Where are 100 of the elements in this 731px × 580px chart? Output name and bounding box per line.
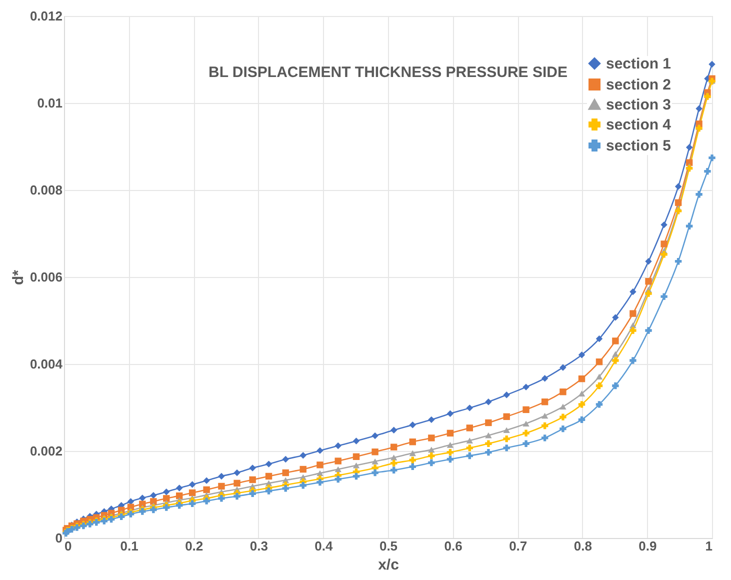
point: [300, 466, 306, 473]
point: [578, 390, 586, 396]
point: [446, 410, 454, 417]
point: [503, 413, 510, 420]
point: [300, 452, 306, 459]
point: [704, 168, 711, 175]
point: [249, 490, 256, 497]
point: [352, 438, 360, 444]
point: [203, 486, 210, 494]
point: [409, 438, 416, 446]
point: [578, 401, 586, 408]
x-tick-label: 0.2: [185, 538, 204, 554]
point: [466, 444, 473, 452]
point: [645, 278, 652, 285]
point: [428, 452, 435, 460]
point: [150, 492, 157, 499]
point: [466, 438, 473, 444]
point: [163, 488, 170, 496]
point: [150, 498, 157, 505]
point: [334, 458, 342, 464]
point: [218, 495, 225, 502]
legend-label: section 5: [606, 138, 672, 154]
x-tick-label: 0.1: [120, 538, 138, 554]
point: [596, 401, 603, 408]
point: [188, 500, 196, 507]
y-tick-label: 0.01: [37, 96, 62, 110]
point: [139, 500, 146, 508]
point: [218, 482, 225, 490]
point: [645, 258, 652, 265]
y-axis-title: d*: [10, 270, 27, 285]
point: [645, 327, 652, 334]
point: [578, 416, 586, 424]
x-tick-label: 0.4: [314, 538, 334, 554]
point: [578, 375, 586, 382]
point: [372, 448, 378, 456]
point: [674, 183, 682, 190]
point: [503, 427, 510, 434]
point: [428, 459, 435, 466]
point: [660, 240, 668, 248]
point: [390, 466, 398, 474]
point: [372, 458, 378, 464]
point: [466, 404, 473, 412]
point: [352, 462, 360, 468]
point: [139, 494, 146, 502]
point: [560, 364, 566, 371]
point: [630, 327, 636, 334]
point: [522, 384, 530, 390]
point: [176, 492, 183, 500]
legend-label: section 2: [606, 76, 672, 94]
point: [674, 199, 682, 206]
point: [265, 488, 272, 494]
point: [522, 420, 530, 426]
point: [612, 351, 619, 357]
point: [645, 290, 652, 297]
point: [188, 481, 196, 488]
point: [390, 444, 398, 450]
point: [409, 422, 416, 428]
point: [300, 482, 306, 489]
point: [390, 454, 398, 460]
point: [176, 484, 183, 492]
x-tick-label: 0: [64, 538, 72, 554]
point: [522, 406, 530, 414]
y-tick-label: 0.006: [30, 270, 62, 284]
point: [612, 382, 619, 390]
x-tick-label: 0.5: [379, 538, 398, 554]
point: [503, 435, 510, 442]
legend-label: section 3: [606, 96, 672, 114]
point: [596, 374, 603, 380]
point: [352, 453, 360, 460]
point: [249, 476, 256, 484]
x-tick-label: 0.8: [574, 538, 592, 554]
point: [503, 444, 510, 452]
point: [234, 480, 240, 487]
point: [660, 251, 668, 258]
point: [466, 424, 473, 432]
point: [660, 293, 668, 300]
point: [596, 358, 603, 366]
point: [522, 440, 530, 447]
point: [466, 452, 473, 460]
point: [541, 375, 548, 382]
point: [674, 208, 682, 214]
point: [334, 476, 342, 483]
point: [234, 469, 240, 476]
point: [265, 460, 272, 468]
point: [150, 506, 157, 514]
point: [485, 432, 492, 438]
x-tick-label: 0.9: [638, 538, 657, 554]
point: [203, 477, 210, 484]
x-tick-label: 0.3: [250, 538, 268, 554]
point: [541, 422, 548, 430]
text: BL DISPLACEMENT THICKNESS PRESSURE SIDE: [208, 64, 568, 81]
point: [428, 446, 435, 453]
point: [316, 447, 324, 454]
y-tick-label: 0.012: [30, 8, 62, 24]
point: [265, 472, 272, 480]
point: [428, 434, 435, 442]
point: [282, 456, 289, 463]
point: [334, 442, 342, 450]
x-tick-label: 0.6: [444, 538, 462, 554]
point: [596, 335, 603, 342]
